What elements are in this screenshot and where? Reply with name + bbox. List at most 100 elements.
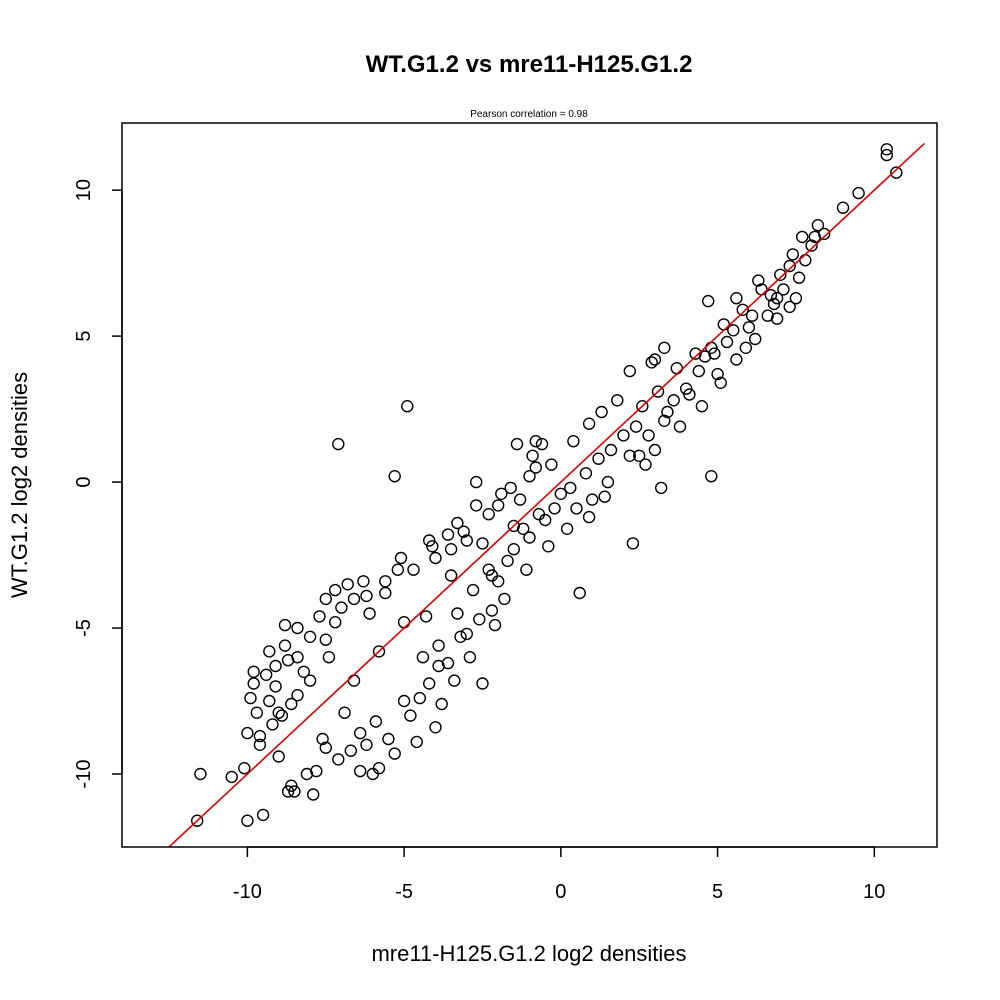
y-axis: -10 -5 0 5 10 (73, 179, 123, 788)
data-point (545, 458, 558, 471)
data-point (394, 551, 408, 565)
data-point (648, 443, 662, 457)
data-point (658, 341, 671, 354)
data-point (529, 435, 542, 448)
chart-title: WT.G1.2 vs mre11-H125.G1.2 (366, 51, 693, 78)
x-tick-label: -5 (395, 881, 413, 903)
data-point (347, 592, 361, 606)
data-point (601, 475, 615, 489)
data-point (739, 341, 752, 354)
y-tick-label: 0 (73, 477, 95, 488)
data-point (708, 347, 721, 360)
data-point (332, 753, 345, 766)
data-point (705, 470, 718, 483)
data-point (777, 283, 790, 296)
data-point (291, 689, 304, 702)
data-point (564, 481, 577, 495)
data-point (457, 525, 470, 538)
data-point (460, 534, 473, 547)
data-point (347, 674, 361, 687)
data-point (404, 709, 417, 722)
data-point (241, 726, 254, 740)
data-point (329, 583, 342, 597)
data-point (639, 458, 652, 471)
data-point (667, 394, 680, 407)
data-point (256, 808, 270, 822)
y-tick-label: 5 (73, 331, 95, 342)
data-point (582, 417, 596, 430)
data-point (444, 543, 458, 556)
data-point (548, 502, 561, 515)
data-point (626, 537, 640, 550)
y-axis-label: WT.G1.2 log2 densities (7, 372, 32, 598)
data-point (335, 601, 348, 614)
regression-line (168, 142, 926, 847)
regression-line-group (168, 142, 926, 847)
data-point (391, 563, 404, 576)
data-point (805, 239, 818, 252)
data-point (369, 715, 383, 728)
x-tick-label: 0 (555, 881, 566, 903)
data-point (253, 729, 267, 743)
data-point (501, 554, 514, 568)
data-point (329, 616, 342, 629)
x-tick-label: -10 (233, 881, 262, 903)
data-point (470, 499, 483, 512)
data-point (410, 735, 423, 749)
data-point (648, 353, 662, 366)
data-point (692, 364, 705, 378)
data-point (247, 665, 260, 678)
data-point (532, 508, 546, 521)
data-point (492, 575, 505, 588)
data-point (441, 656, 455, 670)
data-point (288, 785, 301, 798)
data-point (495, 487, 508, 500)
data-point (291, 621, 304, 635)
data-point (714, 376, 727, 389)
data-point (523, 470, 536, 483)
data-point (451, 516, 464, 530)
data-point (281, 654, 295, 667)
data-point (752, 274, 765, 287)
data-point (332, 437, 345, 451)
data-point (460, 627, 473, 641)
data-point (880, 143, 893, 156)
data-point (432, 639, 445, 652)
data-point (344, 744, 357, 757)
data-point (651, 385, 665, 398)
y-tick-label: 10 (73, 179, 95, 201)
data-point (360, 738, 373, 751)
data-point (366, 767, 379, 781)
data-point (354, 726, 367, 740)
data-point (567, 435, 580, 448)
data-point (338, 706, 351, 719)
data-point (379, 586, 392, 600)
data-point (604, 443, 618, 457)
data-point (463, 651, 477, 664)
data-point (319, 633, 332, 646)
data-point (388, 747, 401, 760)
data-point (655, 481, 668, 495)
data-point (269, 659, 282, 673)
data-point (470, 475, 483, 489)
data-point (658, 414, 671, 427)
data-point (319, 741, 332, 754)
data-point (796, 230, 809, 244)
data-point (492, 499, 505, 512)
x-axis-label: mre11-H125.G1.2 log2 densities (371, 941, 686, 966)
data-point (770, 292, 784, 305)
data-point (297, 665, 310, 678)
data-point (727, 324, 740, 337)
data-point (513, 493, 527, 506)
data-point (683, 388, 696, 401)
data-point (485, 604, 499, 617)
data-point (476, 677, 489, 690)
data-point (598, 490, 611, 503)
data-point (266, 718, 279, 731)
data-point (454, 630, 467, 643)
data-point (360, 589, 373, 603)
data-point (786, 248, 799, 261)
data-point (767, 297, 781, 311)
data-point (836, 201, 850, 214)
data-point (783, 259, 796, 273)
